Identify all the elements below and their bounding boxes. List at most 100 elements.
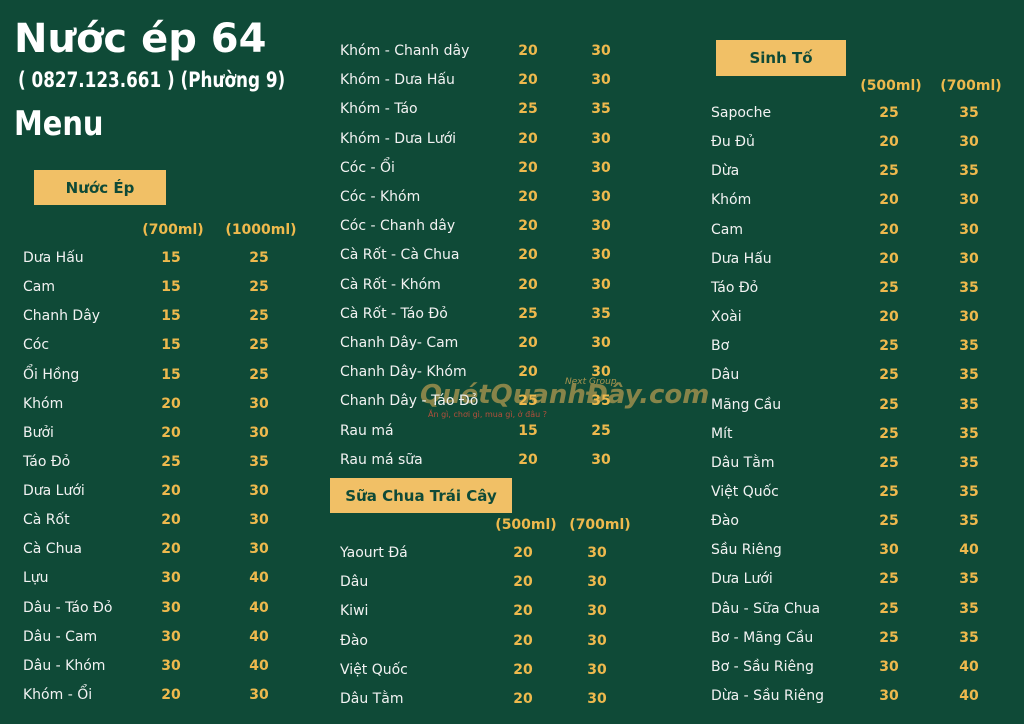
- price: 25: [879, 279, 899, 296]
- price: 25: [161, 453, 181, 470]
- item-name: Sầu Riêng: [711, 542, 782, 559]
- price: 20: [879, 221, 899, 238]
- price: 40: [959, 688, 979, 704]
- price: 35: [959, 367, 979, 384]
- price: 20: [513, 603, 533, 620]
- price: 30: [591, 335, 611, 351]
- item-name: Dưa Hấu: [711, 250, 772, 267]
- price: 25: [518, 393, 538, 410]
- price: 25: [249, 366, 269, 383]
- price: 20: [513, 691, 533, 707]
- price: 20: [513, 661, 533, 678]
- price: 25: [879, 425, 899, 442]
- item-name: Dâu: [711, 367, 740, 384]
- price: 30: [161, 628, 181, 645]
- item-name: Yaourt Đá: [340, 545, 408, 561]
- item-name: Việt Quốc: [711, 483, 779, 500]
- price: 30: [591, 130, 611, 147]
- item-name: Dừa - Sầu Riêng: [711, 688, 824, 704]
- item-name: Dâu - Táo Đỏ: [23, 599, 113, 616]
- item-name: Đu Đủ: [711, 134, 755, 151]
- title: Nước ép 64: [14, 16, 267, 62]
- price: 25: [249, 279, 269, 296]
- price: 20: [879, 309, 899, 326]
- item-name: Rau má sữa: [340, 451, 423, 468]
- section-title: Sữa Chua Trái Cây: [330, 478, 512, 513]
- price: 20: [518, 218, 538, 235]
- price: 25: [879, 396, 899, 413]
- price: 30: [587, 661, 607, 678]
- price: 35: [959, 629, 979, 646]
- price: 35: [959, 454, 979, 471]
- item-name: Cà Chua: [23, 541, 82, 558]
- price: 35: [959, 163, 979, 180]
- item-name: Sapoche: [711, 105, 772, 121]
- item-name: Chanh Dây - Táo Đỏ: [340, 393, 479, 410]
- item-name: Dâu - Sữa Chua: [711, 600, 821, 617]
- item-name: Dừa: [711, 163, 740, 180]
- price: 25: [879, 600, 899, 617]
- item-name: Bơ - Mãng Cầu: [711, 629, 814, 646]
- price: 35: [959, 396, 979, 413]
- price: 30: [591, 364, 611, 381]
- size-label: (700ml): [142, 222, 204, 238]
- item-name: Cam: [23, 279, 55, 296]
- item-name: Đào: [711, 513, 739, 530]
- item-name: Chanh Dây- Cam: [340, 335, 459, 351]
- item-name: Dâu: [340, 574, 369, 591]
- item-name: Cóc: [23, 337, 50, 354]
- item-name: Lựu: [23, 570, 49, 587]
- item-name: Khóm: [711, 192, 752, 209]
- item-name: Chanh Dây- Khóm: [340, 364, 467, 381]
- price: 20: [161, 541, 181, 558]
- price: 25: [879, 338, 899, 355]
- price: 25: [879, 163, 899, 180]
- price: 30: [249, 424, 269, 441]
- item-name: Dâu - Cam: [23, 628, 98, 645]
- price: 40: [249, 570, 269, 587]
- price: 35: [591, 305, 611, 322]
- price: 30: [959, 192, 979, 209]
- item-name: Mít: [711, 425, 733, 442]
- price: 35: [959, 483, 979, 500]
- price: 30: [249, 686, 269, 703]
- price: 25: [249, 308, 269, 325]
- price: 35: [959, 279, 979, 296]
- item-name: Cóc - Ổi: [340, 159, 395, 176]
- price: 15: [161, 337, 181, 354]
- price: 20: [518, 159, 538, 176]
- item-name: Cam: [711, 221, 743, 238]
- item-name: Táo Đỏ: [23, 453, 71, 470]
- price: 20: [161, 512, 181, 529]
- subtitle: Menu: [14, 104, 104, 144]
- price: 30: [587, 603, 607, 620]
- price: 30: [587, 545, 607, 561]
- size-label: (500ml): [860, 78, 922, 94]
- item-name: Cà Rốt - Cà Chua: [340, 247, 460, 264]
- price: 30: [591, 276, 611, 293]
- price: 25: [518, 305, 538, 322]
- price: 20: [879, 134, 899, 151]
- price: 20: [161, 395, 181, 412]
- price: 35: [249, 453, 269, 470]
- price: 25: [518, 101, 538, 118]
- price: 30: [879, 688, 899, 704]
- size-label: (500ml): [495, 517, 557, 533]
- price: 25: [879, 629, 899, 646]
- price: 25: [879, 483, 899, 500]
- price: 30: [959, 250, 979, 267]
- price: 40: [249, 599, 269, 616]
- price: 40: [959, 658, 979, 675]
- item-name: Đào: [340, 632, 368, 649]
- price: 15: [161, 366, 181, 383]
- price: 40: [249, 628, 269, 645]
- price: 20: [513, 574, 533, 591]
- price: 20: [161, 686, 181, 703]
- price: 30: [879, 542, 899, 559]
- price: 25: [879, 571, 899, 588]
- price: 30: [591, 218, 611, 235]
- price: 35: [959, 600, 979, 617]
- watermark: QuétQuanhĐây.com: [420, 380, 710, 410]
- price: 25: [879, 513, 899, 530]
